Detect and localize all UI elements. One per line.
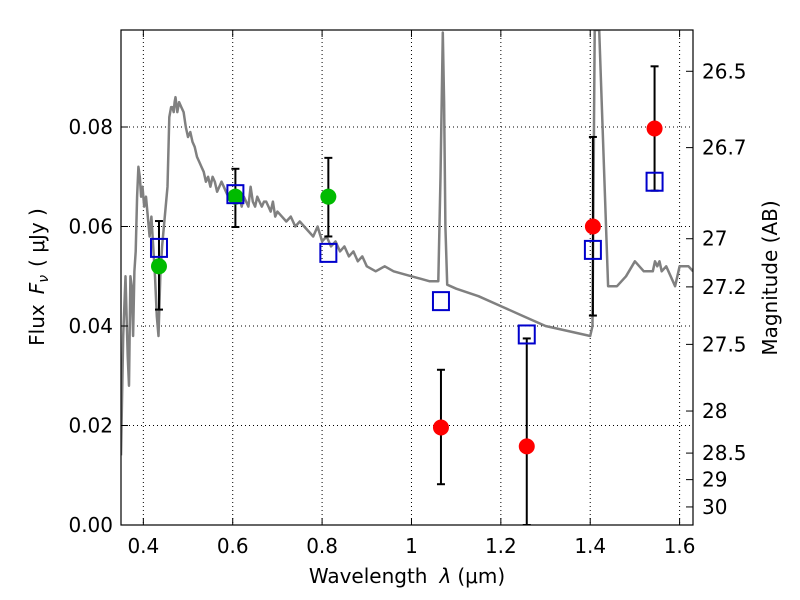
x-tick-label: 1.4	[574, 534, 606, 558]
magnitude-tick-label: 26.5	[702, 59, 747, 83]
x-tick-label: 0.4	[127, 534, 159, 558]
magnitude-tick-label: 26.7	[702, 136, 747, 160]
magnitude-tick-label: 27	[702, 227, 727, 251]
observed-points	[150, 120, 663, 455]
x-tick-label: 1.2	[485, 534, 517, 558]
y-tick-label: 0.06	[68, 215, 113, 239]
observed-point-red	[646, 120, 663, 137]
y-axis-title: FluxFν( μJy )	[25, 208, 52, 346]
model-flux-box	[431, 291, 450, 312]
model-flux-box	[319, 242, 338, 263]
x-tick-label: 0.8	[306, 534, 338, 558]
plot-background	[121, 30, 693, 525]
model-flux-box	[226, 184, 245, 205]
magnitude-tick-labels: 26.5 26.7 27 27.2 27.5 28 28.5 29 30	[702, 59, 747, 519]
observed-point-red	[432, 419, 449, 436]
model-flux-boxes	[149, 171, 664, 345]
x-tick-label: 1	[405, 534, 418, 558]
x-tick-labels: 0.4 0.6 0.8 1 1.2 1.4 1.6	[127, 534, 695, 558]
observed-point-red	[518, 438, 535, 455]
x-tick-label: 0.6	[217, 534, 249, 558]
x-axis-title: Wavelength λ (μm)	[309, 564, 505, 588]
model-flux-box	[149, 237, 168, 258]
x-tick-label: 1.6	[664, 534, 696, 558]
y-tick-label: 0.02	[68, 414, 113, 438]
y-tick-label: 0.08	[68, 115, 113, 139]
magnitude-tick-label: 28	[702, 399, 727, 423]
model-flux-box	[645, 171, 664, 192]
plot-frame	[120, 29, 694, 526]
observed-point-green	[320, 188, 337, 205]
y-tick-label: 0.00	[68, 513, 113, 537]
magnitude-axis-title: Magnitude (AB)	[758, 200, 782, 355]
model-flux-box	[583, 239, 602, 260]
model-flux-box	[517, 324, 536, 345]
observed-point-green	[227, 188, 244, 205]
magnitude-tick-label: 30	[702, 495, 727, 519]
magnitude-tick-label: 27.2	[702, 275, 747, 299]
observed-point-red	[584, 218, 601, 235]
axis-ticks	[121, 30, 693, 526]
magnitude-tick-label: 28.5	[702, 441, 747, 465]
magnitude-tick-label: 29	[702, 468, 727, 492]
observed-point-green	[150, 258, 167, 275]
y-tick-label: 0.04	[68, 314, 113, 338]
y-tick-labels: 0.00 0.02 0.04 0.06 0.08	[68, 115, 113, 537]
magnitude-tick-label: 27.5	[702, 332, 747, 356]
